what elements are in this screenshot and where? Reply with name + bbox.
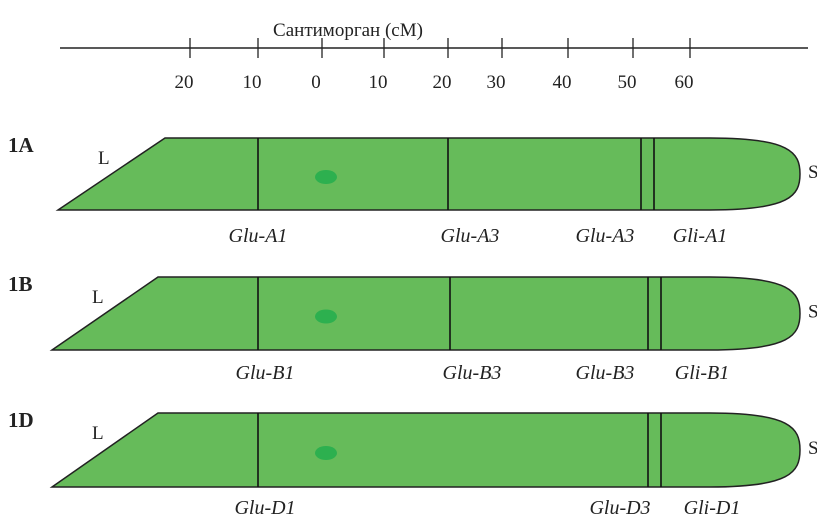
gene-label: Glu-D3 xyxy=(589,497,650,519)
gene-label: Glu-B3 xyxy=(576,362,635,384)
chromosome xyxy=(52,277,800,350)
left-arm-label: L xyxy=(92,423,104,444)
scale-tick-label: 10 xyxy=(369,72,388,93)
chromosome xyxy=(52,413,800,487)
left-arm-label: L xyxy=(98,148,110,169)
gene-label: Glu-A1 xyxy=(229,225,288,247)
right-arm-label: S xyxy=(808,438,817,459)
chromosome-name: 1D xyxy=(8,408,34,432)
scale-tick-label: 20 xyxy=(433,72,452,93)
chromosome-name: 1B xyxy=(8,272,33,296)
right-arm-label: S xyxy=(808,302,817,323)
gene-label: Gli-A1 xyxy=(673,225,727,247)
diagram: Сантиморган (сМ) 20 10 0 10 20 30 40 50 60 1A L S Gl… xyxy=(0,0,817,522)
scale-tick-label: 50 xyxy=(618,72,637,93)
scale-tick-label: 60 xyxy=(675,72,694,93)
scale-tick-label: 10 xyxy=(243,72,262,93)
gene-label: Glu-B1 xyxy=(236,362,295,384)
gene-label: Gli-B1 xyxy=(675,362,729,384)
scale-tick-label: 20 xyxy=(175,72,194,93)
chromosome xyxy=(58,138,800,210)
right-arm-label: S xyxy=(808,162,817,183)
scale-title: Сантиморган (сМ) xyxy=(273,20,423,41)
chromosome-name: 1A xyxy=(8,133,35,157)
gene-label: Glu-A3 xyxy=(441,225,500,247)
scale-tick-label: 30 xyxy=(487,72,506,93)
gene-label: Glu-B3 xyxy=(443,362,502,384)
scale-tick-label: 40 xyxy=(553,72,572,93)
centromere xyxy=(315,310,337,324)
gene-label: Glu-A3 xyxy=(576,225,635,247)
gene-label: Glu-D1 xyxy=(234,497,295,519)
centromere xyxy=(315,446,337,460)
left-arm-label: L xyxy=(92,287,104,308)
centromere xyxy=(315,170,337,184)
gene-label: Gli-D1 xyxy=(684,497,741,519)
scale-tick-label: 0 xyxy=(311,72,321,93)
